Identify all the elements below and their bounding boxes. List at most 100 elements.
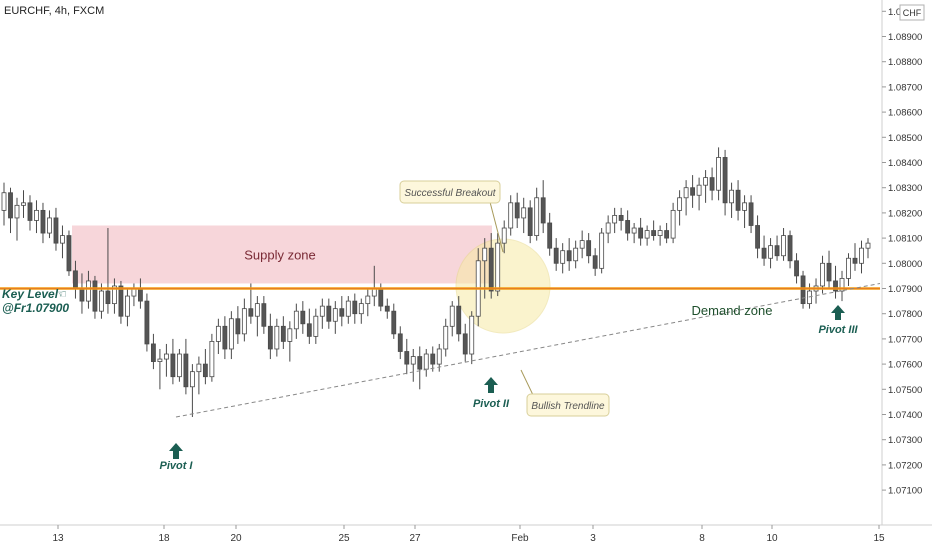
candle-body	[358, 303, 364, 315]
price-tick-label: 1.08200	[888, 208, 922, 219]
candle-body	[859, 247, 864, 264]
candle-body	[508, 202, 514, 229]
candle	[365, 288, 371, 317]
candle	[612, 207, 618, 234]
candle-body	[125, 295, 130, 317]
candle-body	[60, 235, 65, 244]
candle	[592, 248, 598, 276]
candle-body	[202, 363, 208, 378]
candle-body	[748, 202, 754, 226]
candle	[625, 210, 631, 241]
price-tick-label: 1.08900	[888, 32, 922, 43]
candle-body	[625, 220, 631, 234]
candle-body	[365, 295, 371, 305]
time-axis-panel[interactable]	[0, 525, 932, 550]
time-tick-label: 27	[409, 533, 421, 544]
candle	[40, 202, 46, 244]
candle	[21, 190, 26, 218]
candle	[27, 195, 33, 231]
candle-body	[176, 353, 182, 378]
successful-breakout-label: Successful Breakout	[404, 188, 496, 199]
pivot-2-marker: Pivot II	[473, 377, 510, 410]
candle-body	[410, 356, 416, 365]
pivot-1-marker: Pivot I	[159, 443, 193, 472]
candle	[92, 275, 98, 319]
time-tick-label: 13	[52, 533, 64, 544]
candle	[410, 348, 416, 382]
candle-body	[540, 197, 546, 224]
candle	[14, 197, 20, 241]
candle	[527, 200, 533, 244]
candle	[696, 177, 702, 211]
price-axis-panel[interactable]	[882, 0, 932, 525]
candle-body	[228, 318, 234, 350]
candle	[631, 222, 637, 244]
candle	[716, 147, 722, 201]
candle-body	[300, 310, 306, 325]
candle	[462, 323, 468, 362]
candle-body	[651, 230, 657, 236]
candle-body	[397, 333, 403, 352]
candle-body	[1, 192, 7, 211]
candle-body	[761, 247, 767, 259]
candle	[47, 210, 52, 239]
candle	[560, 243, 566, 274]
candle-body	[592, 255, 598, 269]
candle-body	[534, 197, 540, 236]
candle-body	[319, 305, 325, 317]
candle	[157, 348, 163, 390]
candle-body	[794, 260, 799, 277]
candle	[683, 180, 689, 216]
candle-body	[839, 278, 845, 292]
candle	[469, 311, 475, 365]
price-tick-label: 1.07800	[888, 309, 922, 320]
key-level-label-line1: Key Level	[2, 287, 59, 301]
bullish-trendline-label: Bullish Trendline	[531, 401, 605, 412]
candle-body	[14, 204, 20, 219]
candle	[859, 240, 864, 274]
candle-body	[112, 285, 117, 305]
candle-body	[436, 348, 442, 365]
candle-body	[488, 247, 494, 292]
time-tick-label: 8	[699, 533, 705, 544]
candle-body	[235, 318, 241, 335]
candle	[332, 301, 338, 334]
candle-body	[690, 187, 696, 196]
candle	[579, 230, 585, 259]
candle	[690, 175, 696, 208]
candle-body	[47, 217, 52, 234]
candle	[326, 298, 332, 329]
candle-body	[768, 245, 773, 259]
price-tick-label: 1.07900	[888, 284, 922, 295]
candle-body	[612, 215, 618, 224]
price-tick-label: 1.07300	[888, 435, 922, 446]
candle-body	[579, 240, 585, 249]
candle	[599, 228, 605, 274]
time-tick-label: 18	[158, 533, 170, 544]
candle-body	[774, 245, 780, 257]
candle-body	[846, 257, 851, 279]
bullish-trendline-callout: Bullish Trendline	[520, 369, 610, 417]
candle	[60, 225, 65, 259]
candle	[787, 230, 793, 269]
candle	[553, 238, 559, 271]
candle	[228, 311, 234, 360]
candle-body	[53, 217, 59, 244]
price-tick-label: 1.07700	[888, 334, 922, 345]
price-tick-label: 1.07200	[888, 460, 922, 471]
candle	[404, 338, 410, 375]
candle-body	[527, 207, 533, 236]
candle	[605, 215, 611, 244]
candle-body	[423, 353, 429, 370]
candle	[800, 270, 806, 309]
candle-body	[274, 325, 280, 350]
currency-badge[interactable]: CHF	[899, 4, 925, 21]
candle	[417, 346, 423, 390]
candle	[293, 303, 299, 339]
candle	[852, 243, 858, 271]
candle	[540, 180, 546, 234]
candle-body	[222, 325, 228, 350]
candle	[586, 233, 592, 264]
candle	[794, 253, 799, 284]
